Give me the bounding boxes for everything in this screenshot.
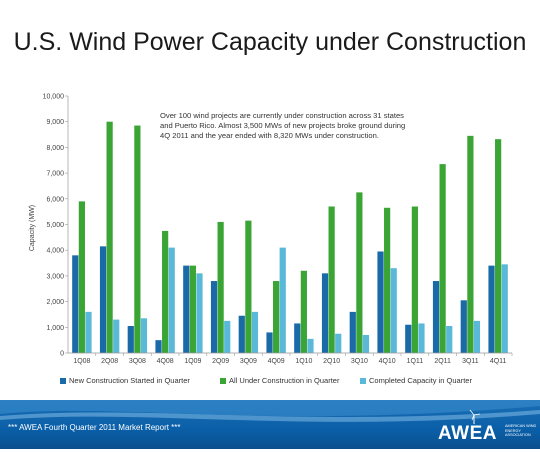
- bar-completed: [335, 333, 342, 353]
- bar-completed: [168, 247, 175, 353]
- y-tick-label: 7,000: [46, 171, 64, 178]
- bar-new: [99, 246, 107, 353]
- bar-new: [349, 311, 356, 353]
- bar-all: [411, 206, 418, 353]
- x-tick-label: 2Q10: [323, 358, 340, 365]
- x-tick-label: 4Q11: [490, 358, 507, 365]
- bar-all: [134, 125, 141, 354]
- bar-all: [78, 201, 85, 353]
- bar-new: [432, 281, 440, 353]
- chart-annotation: Over 100 wind projects are currently und…: [160, 111, 406, 140]
- bar-completed: [446, 326, 453, 353]
- bar-all: [162, 230, 169, 353]
- bar-new: [321, 273, 329, 353]
- legend-swatch-completed: [360, 378, 366, 385]
- x-tick-label: 2Q08: [101, 358, 118, 365]
- y-tick-label: 2,000: [46, 299, 64, 306]
- legend-label-completed: Completed Capacity in Quarter: [369, 376, 472, 385]
- footer-banner: *** AWEA Fourth Quarter 2011 Market Repo…: [0, 400, 540, 449]
- chart-title: U.S. Wind Power Capacity under Construct…: [13, 28, 527, 56]
- bar-new: [127, 326, 134, 353]
- bar-completed: [113, 319, 120, 353]
- bar-all: [384, 207, 391, 353]
- bar-new: [72, 255, 79, 353]
- bar-completed: [307, 338, 314, 353]
- x-tick-label: 1Q11: [407, 358, 424, 365]
- bars: [72, 121, 508, 354]
- x-tick-label: 4Q08: [157, 358, 174, 365]
- legend-item-completed: Completed Capacity in Quarter: [360, 376, 472, 385]
- bar-new: [238, 315, 245, 353]
- y-tick-label: 1,000: [46, 325, 64, 332]
- legend-item-new: New Construction Started in Quarter: [60, 376, 190, 385]
- bar-completed: [251, 311, 259, 353]
- bar-all: [300, 270, 307, 353]
- x-tick-label: 3Q09: [240, 358, 257, 365]
- legend-label-all: All Under Construction in Quarter: [229, 376, 340, 385]
- y-tick-label: 3,000: [46, 273, 64, 280]
- x-tick-label: 1Q08: [73, 358, 90, 365]
- bar-new: [210, 281, 218, 353]
- bar-completed: [279, 247, 286, 353]
- bar-new: [405, 324, 412, 353]
- y-tick-label: 0: [60, 351, 64, 358]
- bar-new: [155, 340, 162, 353]
- bar-all: [245, 220, 252, 353]
- bar-completed: [390, 268, 397, 353]
- wind-turbine-icon: [469, 409, 481, 424]
- bar-completed: [418, 323, 425, 353]
- x-tick-label: 3Q10: [351, 358, 368, 365]
- x-tick-label: 2Q11: [434, 358, 451, 365]
- logo-text: AWEA: [438, 423, 497, 444]
- bar-all: [189, 265, 196, 353]
- x-tick-label: 3Q11: [462, 358, 479, 365]
- y-tick-label: 6,000: [46, 196, 64, 203]
- x-tick-label: 3Q08: [129, 358, 146, 365]
- x-tick-label: 1Q09: [184, 358, 201, 365]
- y-axis: 0 1,000 2,000 3,000 4,000 5,000 6,000 7,000 8,00…: [43, 94, 69, 358]
- y-tick-label: 4,000: [46, 248, 64, 255]
- bar-completed: [473, 320, 481, 353]
- legend-swatch-new: [60, 378, 66, 385]
- bar-all: [106, 121, 113, 353]
- bar-new: [266, 332, 273, 353]
- x-axis: 1Q08 2Q08 3Q08 4Q08 1Q09 2Q09 3Q09 4Q09 1Q10 2Q10…: [68, 352, 513, 365]
- y-tick-label: 5,000: [46, 222, 64, 229]
- x-tick-label: 2Q09: [212, 358, 229, 365]
- awea-logo: AWEA AMERICAN WIND ENERGY ASSOCIATION: [430, 407, 537, 447]
- bar-all: [439, 164, 446, 353]
- x-tick-label: 1Q10: [295, 358, 312, 365]
- legend-item-all: All Under Construction in Quarter: [220, 376, 339, 385]
- bar-completed: [140, 318, 148, 353]
- bar-all: [328, 206, 335, 353]
- x-tick-label: 4Q09: [268, 358, 285, 365]
- bar-new: [488, 265, 495, 353]
- y-axis-label: Capacity (MW): [29, 205, 36, 251]
- bar-completed: [196, 273, 203, 353]
- bar-new: [460, 300, 467, 353]
- bar-completed: [224, 320, 231, 353]
- bar-new: [377, 251, 384, 353]
- logo-subtext: AMERICAN WIND ENERGY ASSOCIATION: [505, 424, 537, 437]
- footer-text: *** AWEA Fourth Quarter 2011 Market Repo…: [8, 423, 181, 432]
- bar-all: [467, 135, 474, 353]
- bar-completed: [501, 264, 508, 353]
- bar-all: [495, 139, 502, 353]
- y-tick-label: 8,000: [46, 145, 64, 152]
- legend-swatch-all: [220, 378, 226, 385]
- footer-wave-decoration: [0, 400, 540, 422]
- bar-completed: [362, 335, 370, 353]
- bar-new: [294, 323, 301, 353]
- y-tick-label: 10,000: [43, 94, 65, 101]
- bar-all: [217, 221, 224, 353]
- legend-label-new: New Construction Started in Quarter: [69, 376, 190, 385]
- x-tick-label: 4Q10: [379, 358, 396, 365]
- bar-completed: [85, 311, 92, 353]
- bar-all: [356, 192, 363, 353]
- y-tick-label: 9,000: [46, 119, 64, 126]
- bar-all: [273, 281, 280, 353]
- bar-new: [183, 265, 190, 353]
